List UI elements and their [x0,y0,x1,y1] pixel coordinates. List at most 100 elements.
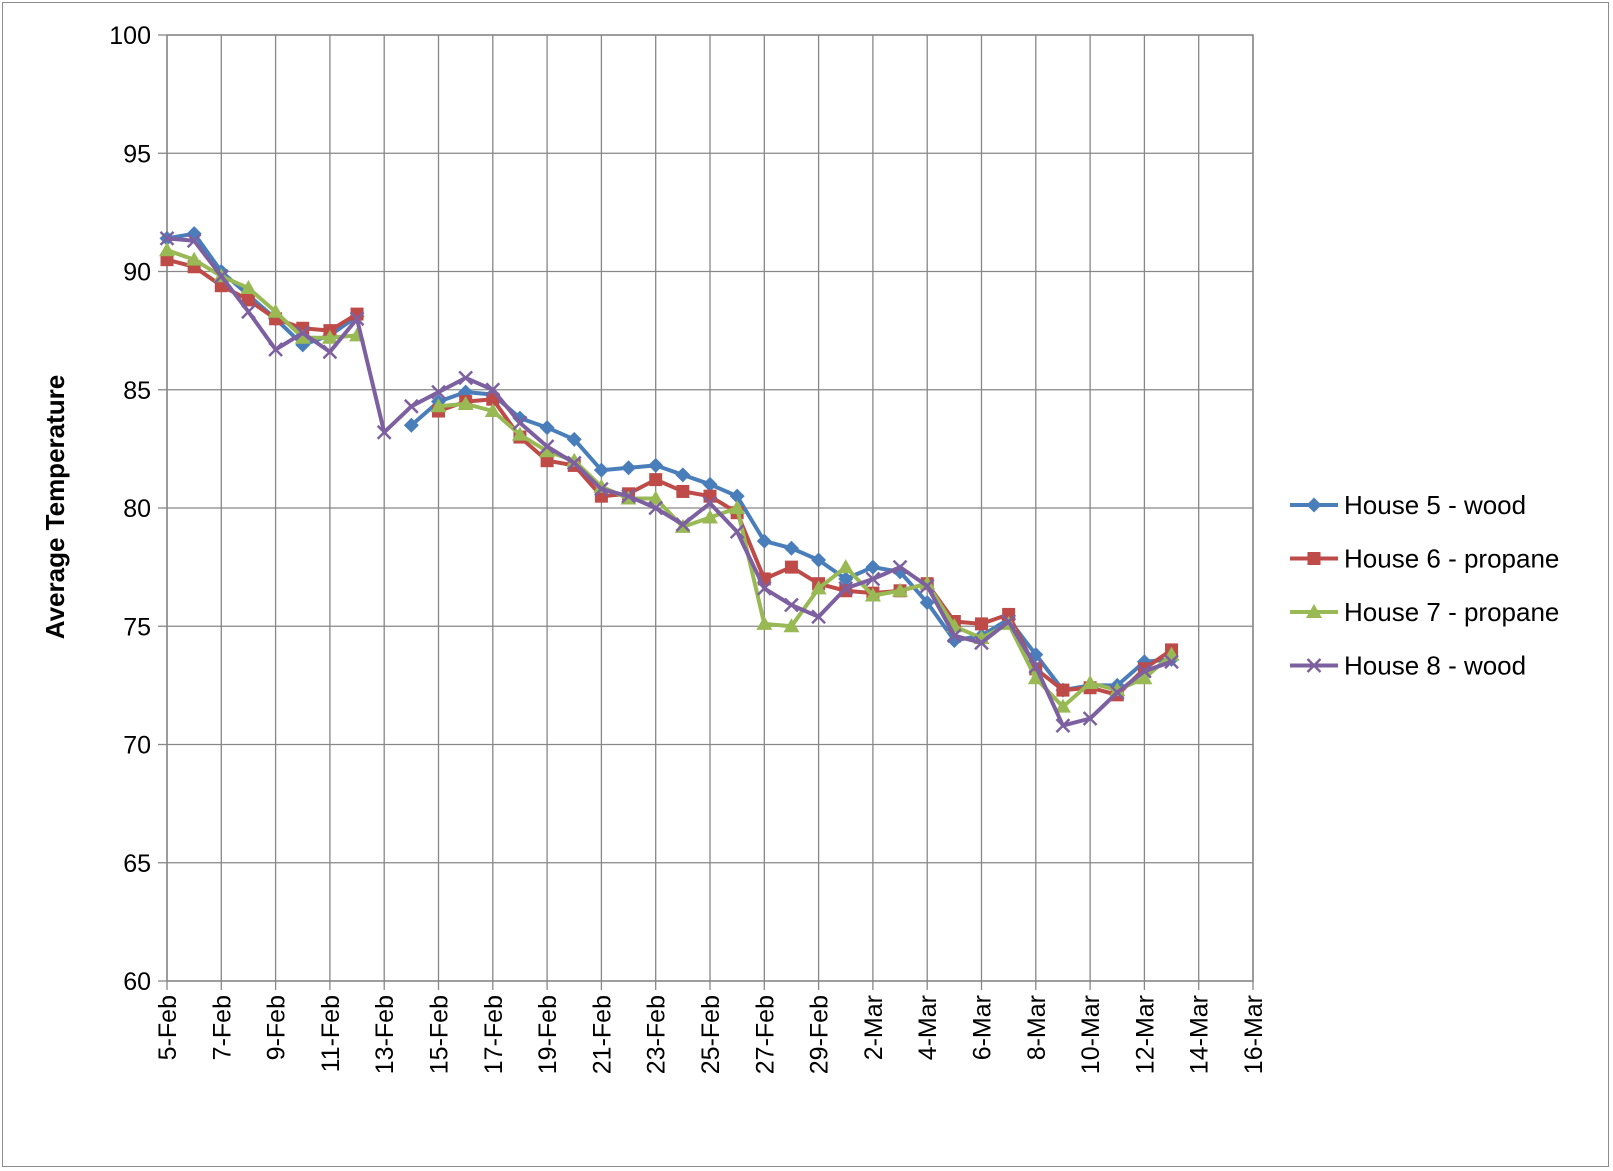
data-point-x-stroke [322,344,338,360]
data-point-diamond [621,460,637,476]
legend-label: House 7 - propane [1344,597,1559,627]
data-point-triangle [511,426,528,441]
y-tick-label: 85 [123,377,151,405]
data-point-x-stroke [621,488,636,504]
x-tick-label: 4-Mar [914,995,942,1060]
data-point-x-stroke [485,382,501,398]
data-point-square [296,321,310,335]
data-point-x-stroke [919,578,935,594]
data-point-x-stroke [295,325,311,341]
y-tick-label: 75 [123,613,151,641]
data-point-triangle [1306,604,1322,618]
data-point-x-stroke [1109,685,1125,700]
y-axis-tick-labels: 60 65 70 75 80 85 90 95 100 [109,22,151,996]
data-point-x [784,597,799,613]
data-point-x-stroke [349,311,365,327]
data-point-x [756,581,772,596]
data-point-x-stroke [431,384,446,400]
data-point-x [431,384,446,400]
data-point-triangle [783,618,800,633]
data-point-x [1306,658,1322,673]
data-point-triangle [810,580,827,595]
data-point-x [974,635,989,651]
data-point-square [784,560,798,574]
data-point-x [349,311,365,327]
data-point-x [485,382,501,398]
x-tick-label: 9-Feb [263,995,291,1060]
x-tick-label: 27-Feb [751,995,779,1074]
data-point-x-stroke [838,581,854,596]
data-point-diamond [648,457,664,473]
data-point-square [1056,683,1070,697]
data-point-triangle [756,615,773,630]
data-point-x [1164,654,1179,670]
data-point-x [1001,614,1017,629]
data-point-triangle [864,587,881,602]
data-point-x-stroke [376,424,392,440]
x-tick-label: 17-Feb [480,995,508,1074]
data-point-triangle [159,242,175,257]
series-2 [160,253,1179,702]
chart-gridlines [158,34,1254,990]
data-point-x [621,488,636,504]
series-layer [159,226,1180,733]
x-axis-tick-labels: 5-Feb 7-Feb 9-Feb 11-Feb 13-Feb 15-Feb 17-Feb 1… [154,995,1268,1074]
plot-area-border [166,34,1254,982]
data-point-x-stroke [594,481,609,497]
data-point-x-stroke [1055,718,1071,733]
data-point-x-stroke [1137,663,1152,679]
data-point-x [1109,685,1125,700]
data-point-x [322,344,338,360]
x-tick-label: 25-Feb [697,995,725,1074]
data-point-triangle [430,398,447,413]
data-point-x-stroke [1028,659,1044,674]
data-point-square [1307,552,1321,565]
legend-item: House 5 - wood [1290,490,1526,520]
x-tick-label: 11-Feb [317,995,345,1072]
data-point-x [458,370,474,386]
data-point-diamond [593,462,609,478]
data-point-triangle [647,490,664,505]
y-axis-title: Average Temperature [40,375,70,639]
data-point-diamond [539,420,555,436]
data-point-x-stroke [566,455,582,471]
data-point-diamond [675,467,691,483]
data-point-x [539,439,555,454]
y-tick-label: 100 [109,22,151,50]
data-point-x [295,325,311,341]
series-4 [159,231,1179,733]
data-point-x [403,398,419,414]
data-point-diamond [512,410,528,426]
data-point-diamond [756,533,772,549]
data-point-triangle [1082,675,1099,690]
y-tick-label: 95 [123,140,151,168]
data-point-x-stroke [213,268,229,284]
data-point-x [729,524,745,540]
data-point-x-stroke [403,398,419,414]
x-tick-label: 13-Feb [371,995,399,1074]
x-tick-label: 29-Feb [806,995,834,1074]
data-point-x-stroke [974,635,989,651]
x-tick-label: 19-Feb [534,995,562,1074]
data-point-x-stroke [784,597,799,613]
data-point-x [1028,659,1044,674]
data-point-triangle [837,559,854,574]
x-tick-label: 12-Mar [1131,995,1159,1074]
data-point-x-stroke [865,571,881,587]
y-tick-label: 90 [123,259,151,287]
data-point-triangle [566,452,583,467]
data-point-diamond [919,595,935,611]
x-tick-label: 15-Feb [426,995,454,1074]
data-point-square [703,489,717,503]
y-tick-label: 65 [123,850,151,878]
data-point-x-stroke [1306,658,1322,673]
y-tick-label: 80 [123,495,151,523]
plot-area-frame [166,34,1254,982]
data-point-square [350,307,364,321]
data-point-x [241,304,256,320]
data-point-x [811,609,826,625]
data-point-x-stroke [675,517,691,532]
data-point-x-stroke [702,495,718,511]
x-tick-label: 21-Feb [588,995,616,1074]
data-point-triangle [457,395,474,410]
